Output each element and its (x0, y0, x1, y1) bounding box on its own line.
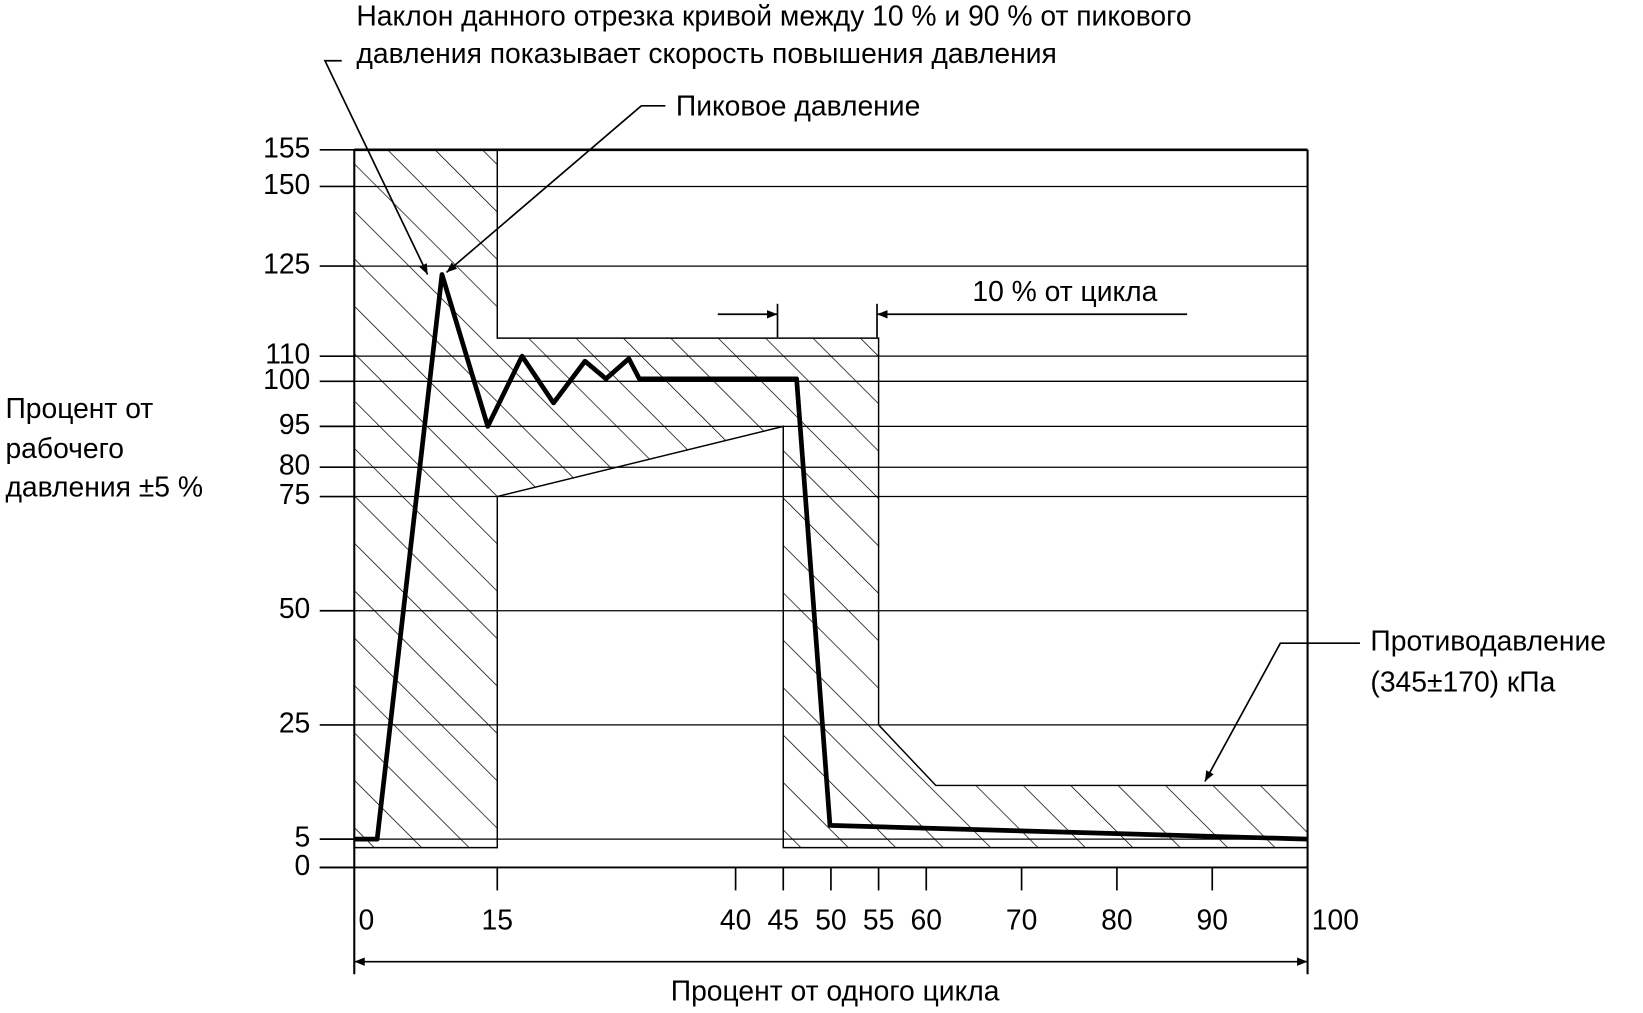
x-tick-label: 90 (1197, 903, 1228, 935)
x-tick-label: 45 (768, 903, 799, 935)
annotation: Противодавление (1370, 625, 1606, 657)
annotation: Пиковое давление (676, 89, 920, 121)
x-tick-label: 50 (815, 903, 846, 935)
x-tick-label: 40 (720, 903, 751, 935)
leader-line (323, 59, 429, 275)
y-tick-label: 50 (279, 592, 310, 624)
x-tick-label: 80 (1101, 903, 1132, 935)
tolerance-envelope (353, 149, 1309, 849)
y-tick-label: 5 (295, 821, 311, 853)
y-axis-label: рабочего (5, 432, 124, 464)
y-tick-label: 155 (263, 131, 310, 163)
leader-line (1204, 642, 1360, 782)
y-tick-label: 0 (295, 849, 311, 881)
x-tick-label: 0 (358, 903, 374, 935)
y-axis-label: давления ±5 % (5, 471, 203, 503)
x-axis-label: Процент от одного цикла (671, 975, 1000, 1007)
y-tick-label: 110 (265, 338, 310, 370)
pressure-curve (354, 272, 1308, 842)
y-tick-label: 150 (263, 168, 310, 200)
x-tick-label: 15 (482, 903, 513, 935)
x-tick-label: 55 (863, 903, 894, 935)
x-tick-label: 100 (1312, 903, 1359, 935)
y-tick-label: 25 (279, 706, 310, 738)
annotation: давления показывает скорость повышения д… (356, 37, 1056, 69)
annotation: 10 % от цикла (972, 275, 1157, 307)
y-tick-label: 75 (279, 478, 310, 510)
y-axis-label: Процент от (5, 392, 153, 424)
y-tick-label: 125 (263, 248, 310, 280)
x-tick-label: 70 (1006, 903, 1037, 935)
x-tick-label: 60 (911, 903, 942, 935)
annotation: (345±170) кПа (1370, 666, 1555, 698)
leader-line (445, 104, 666, 274)
y-tick-label: 80 (279, 449, 310, 481)
y-tick-label: 100 (263, 363, 310, 395)
annotation: Наклон данного отрезка кривой между 10 %… (356, 0, 1191, 31)
y-tick-label: 95 (279, 408, 310, 440)
